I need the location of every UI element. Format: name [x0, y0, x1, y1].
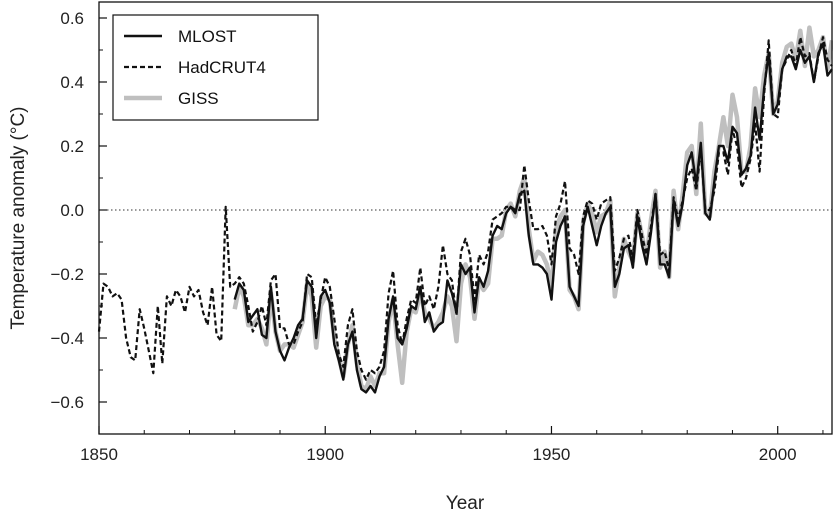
- y-tick-label: 0.2: [60, 137, 84, 156]
- x-tick-label: 1950: [533, 445, 571, 464]
- legend-label-hadcrut4: HadCRUT4: [178, 58, 266, 77]
- plot-frame: [98, 1, 833, 435]
- y-axis-label: Temperature anomaly (°C): [8, 106, 29, 329]
- legend-label-mlost: MLOST: [178, 27, 237, 46]
- x-tick-label: 1850: [80, 445, 118, 464]
- x-tick-label: 1900: [306, 445, 344, 464]
- series-line-giss: [232, 25, 833, 392]
- ticks-layer: 1850 1900 1950 2000 −0.6 −0.4 −0.2 0.0 0.2 0.4 0.6: [50, 9, 824, 464]
- y-tick-label: −0.2: [50, 265, 84, 284]
- y-tick-label: 0.6: [60, 9, 84, 28]
- x-axis-label: Year: [446, 493, 485, 514]
- y-tick-label: 0.4: [60, 73, 84, 92]
- y-tick-label: 0.0: [60, 201, 84, 220]
- series-line-mlost: [233, 42, 833, 394]
- y-tick-label: −0.6: [50, 393, 84, 412]
- legend-label-giss: GISS: [178, 89, 219, 108]
- legend-box: [112, 14, 319, 121]
- x-tick-label: 2000: [759, 445, 797, 464]
- legend: MLOST HadCRUT4 GISS: [112, 14, 319, 121]
- y-tick-label: −0.4: [50, 329, 84, 348]
- series-layer: [97, 25, 833, 394]
